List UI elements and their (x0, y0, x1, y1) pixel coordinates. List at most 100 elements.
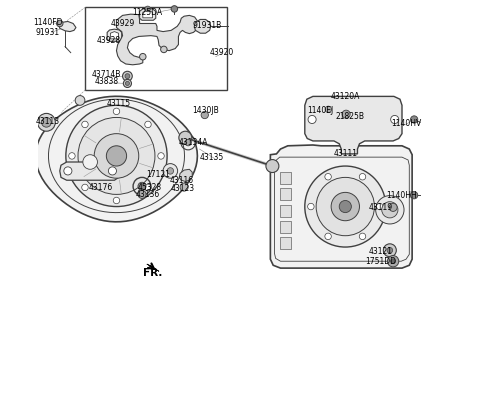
Text: 1140HV: 1140HV (391, 119, 421, 128)
Circle shape (391, 115, 399, 124)
Text: 91931B: 91931B (193, 21, 222, 30)
Polygon shape (36, 96, 197, 222)
Text: 1751DD: 1751DD (365, 257, 396, 266)
Circle shape (158, 153, 164, 159)
Polygon shape (107, 29, 122, 41)
Text: 43116: 43116 (169, 176, 193, 185)
Text: 21825B: 21825B (336, 112, 365, 121)
Polygon shape (59, 21, 76, 32)
Polygon shape (280, 221, 290, 233)
Polygon shape (194, 19, 211, 33)
Circle shape (384, 244, 396, 257)
Text: 43176: 43176 (88, 183, 112, 192)
Text: 1140EJ: 1140EJ (307, 106, 333, 115)
Circle shape (305, 166, 386, 247)
Circle shape (325, 233, 331, 240)
Text: FR.: FR. (143, 268, 162, 278)
Circle shape (185, 139, 192, 146)
Text: 43115: 43115 (107, 99, 131, 108)
Circle shape (387, 247, 393, 253)
Polygon shape (140, 8, 156, 20)
Circle shape (64, 167, 72, 175)
Circle shape (107, 146, 127, 166)
Circle shape (138, 190, 146, 198)
Text: 17121: 17121 (146, 170, 170, 179)
Circle shape (387, 256, 399, 267)
Circle shape (37, 113, 55, 131)
Circle shape (410, 192, 418, 199)
Circle shape (308, 203, 314, 210)
Circle shape (75, 96, 85, 105)
Circle shape (66, 105, 167, 207)
Circle shape (161, 46, 167, 53)
Circle shape (145, 6, 151, 12)
Circle shape (325, 173, 331, 180)
Circle shape (138, 182, 146, 190)
Text: 1140FD: 1140FD (33, 18, 62, 27)
Text: 43134A: 43134A (179, 138, 208, 147)
Circle shape (123, 79, 132, 87)
Circle shape (145, 184, 151, 191)
Circle shape (108, 167, 117, 175)
Text: 43123: 43123 (170, 184, 194, 193)
Polygon shape (280, 188, 290, 200)
Circle shape (382, 202, 398, 218)
Circle shape (201, 111, 208, 119)
Circle shape (82, 184, 88, 191)
Circle shape (125, 81, 130, 85)
Polygon shape (280, 172, 290, 184)
Circle shape (359, 173, 366, 180)
Circle shape (342, 110, 350, 118)
Circle shape (125, 74, 130, 79)
Text: 91931: 91931 (36, 28, 60, 37)
Circle shape (140, 53, 146, 60)
Polygon shape (179, 169, 192, 181)
Polygon shape (117, 14, 199, 65)
Circle shape (266, 160, 279, 173)
Circle shape (57, 20, 63, 27)
Polygon shape (280, 205, 290, 217)
Circle shape (167, 168, 174, 174)
Text: 43111: 43111 (333, 149, 357, 158)
Circle shape (78, 117, 155, 194)
Circle shape (325, 106, 332, 113)
Circle shape (376, 196, 404, 224)
Text: 43928: 43928 (96, 36, 120, 45)
Circle shape (389, 203, 397, 211)
Text: 43121: 43121 (369, 247, 393, 256)
Text: 43135: 43135 (200, 153, 224, 162)
Polygon shape (280, 237, 290, 249)
Text: 43113: 43113 (36, 117, 60, 126)
Polygon shape (143, 11, 153, 18)
Circle shape (316, 177, 374, 236)
Circle shape (391, 259, 396, 264)
Polygon shape (147, 264, 159, 271)
Text: 45328: 45328 (138, 183, 162, 192)
Circle shape (308, 115, 316, 124)
Circle shape (376, 203, 383, 210)
Circle shape (410, 116, 418, 123)
FancyBboxPatch shape (85, 7, 227, 90)
Circle shape (145, 121, 151, 128)
Polygon shape (270, 145, 412, 268)
Text: 1140HH: 1140HH (386, 191, 418, 200)
Circle shape (42, 117, 51, 127)
Circle shape (83, 155, 97, 169)
Circle shape (171, 6, 178, 12)
Text: 43136: 43136 (135, 190, 160, 199)
Text: 43119: 43119 (369, 203, 393, 212)
Text: 1125DA: 1125DA (132, 9, 162, 17)
Circle shape (339, 200, 351, 213)
Text: 43838: 43838 (94, 77, 119, 85)
Circle shape (359, 233, 366, 240)
Text: 43920: 43920 (210, 48, 234, 57)
Circle shape (179, 131, 192, 144)
Circle shape (94, 134, 139, 178)
Text: 43120A: 43120A (331, 92, 360, 101)
Polygon shape (305, 96, 402, 154)
Circle shape (331, 192, 360, 221)
Text: 1430JB: 1430JB (192, 106, 219, 115)
Text: 43714B: 43714B (92, 70, 121, 79)
Circle shape (113, 197, 120, 204)
Text: 43929: 43929 (110, 19, 135, 28)
